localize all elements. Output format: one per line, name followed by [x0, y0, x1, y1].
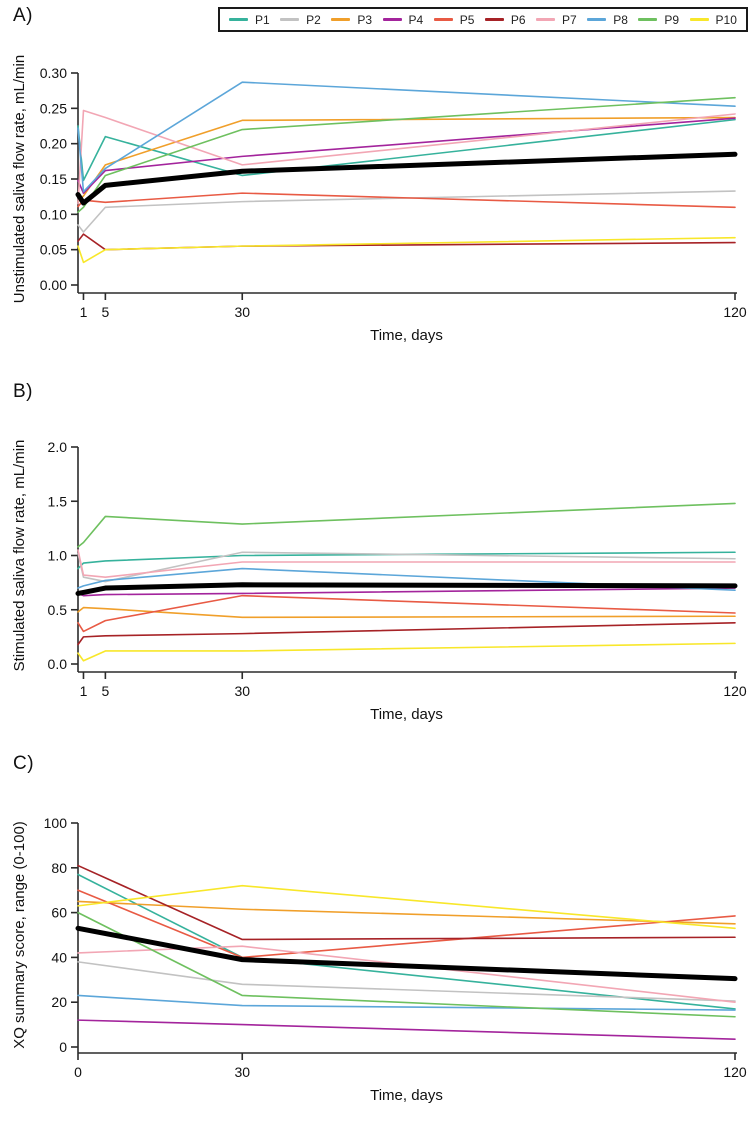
- legend-label-P1: P1: [255, 12, 270, 27]
- legend-label-P4: P4: [408, 12, 424, 27]
- series-line-P4-panel-C: [77, 1019, 736, 1040]
- series-line-P5-panel-A: [77, 192, 736, 209]
- y-tick-label-panel-B: 2.0: [48, 439, 68, 455]
- x-tick-label-panel-A: 1: [80, 304, 88, 320]
- x-tick-label-panel-A: 120: [723, 304, 747, 320]
- x-tick-label-panel-C: 30: [234, 1064, 250, 1080]
- legend-swatch-P10: [689, 18, 709, 21]
- series-line-P4-panel-A: [77, 117, 736, 194]
- legend-label-P7: P7: [562, 12, 577, 27]
- series-line-P6-panel-B: [77, 621, 736, 646]
- legend-swatch-P2: [280, 18, 300, 21]
- x-tick-label-panel-B: 120: [723, 683, 747, 699]
- y-tick-label-panel-C: 80: [51, 860, 67, 876]
- legend-swatch-P3: [331, 18, 351, 21]
- series-line-P2-panel-B: [77, 551, 736, 583]
- y-tick-label-panel-A: 0.00: [40, 277, 67, 293]
- legend-label-P6: P6: [510, 12, 526, 27]
- legend-label-P5: P5: [459, 12, 475, 27]
- legend-item-P2: P2: [280, 13, 321, 27]
- series-line-Mean-panel-B: [75, 582, 738, 596]
- series-line-P7-panel-A: [77, 109, 736, 205]
- y-tick-label-panel-A: 0.30: [40, 65, 67, 81]
- y-tick-label-panel-B: 0.0: [48, 656, 68, 672]
- legend-item-P10: P10: [689, 12, 737, 27]
- x-axis-title-panel-C: Time, days: [370, 1087, 443, 1104]
- series-line-P7-panel-B: [77, 549, 736, 579]
- series-line-Mean-panel-C: [75, 925, 738, 982]
- series-line-P9-panel-B: [77, 502, 736, 548]
- legend-swatch-P1: [229, 18, 248, 21]
- series-line-P7-panel-C: [77, 945, 736, 1004]
- legend-swatch-P6: [484, 18, 504, 21]
- x-axis-title-panel-A: Time, days: [370, 327, 443, 344]
- y-tick-label-panel-C: 0: [59, 1039, 67, 1055]
- x-tick-label-panel-C: 120: [723, 1064, 747, 1080]
- series-line-P6-panel-C: [77, 864, 736, 941]
- legend-item-P1: P1: [229, 13, 270, 27]
- series-line-P10-panel-A: [77, 236, 736, 264]
- x-tick-label-panel-A: 5: [101, 304, 109, 320]
- legend: P1 P2 P3 P4 P5 P6 P7 P8 P9 P10: [218, 7, 748, 32]
- series-line-P1-panel-C: [77, 873, 736, 1010]
- y-tick-label-panel-C: 100: [44, 815, 68, 831]
- x-tick-label-panel-A: 30: [234, 304, 250, 320]
- y-tick-label-panel-A: 0.05: [40, 242, 67, 258]
- series-line-P3-panel-B: [77, 606, 736, 619]
- y-axis-title-panel-C: XQ summary score, range (0-100): [11, 821, 28, 1049]
- y-tick-label-panel-C: 20: [51, 994, 67, 1010]
- x-tick-label-panel-C: 0: [74, 1064, 82, 1080]
- series-line-P5-panel-B: [77, 594, 736, 633]
- x-tick-label-panel-B: 1: [80, 683, 88, 699]
- y-axis-title-panel-A: Unstimulated saliva flow rate, mL/min: [11, 55, 28, 303]
- legend-label-P2: P2: [306, 12, 321, 27]
- series-line-P8-panel-A: [77, 81, 736, 193]
- y-tick-label-panel-B: 1.0: [48, 548, 68, 564]
- series-line-P8-panel-C: [77, 994, 736, 1011]
- legend-swatch-P5: [433, 18, 453, 21]
- y-tick-label-panel-A: 0.25: [40, 100, 67, 116]
- legend-item-P9: P9: [638, 13, 679, 27]
- legend-swatch-P8: [587, 18, 607, 21]
- legend-item-P3: P3: [331, 13, 372, 27]
- y-tick-label-panel-B: 0.5: [48, 602, 68, 618]
- y-tick-label-panel-A: 0.10: [40, 206, 67, 222]
- series-line-P2-panel-C: [77, 961, 736, 1002]
- panel-b-label: B): [13, 381, 33, 402]
- legend-swatch-P9: [638, 18, 658, 21]
- series-line-P9-panel-A: [77, 96, 736, 214]
- legend-item-P8: P8: [587, 13, 628, 27]
- legend-item-P4: P4: [382, 12, 424, 27]
- legend-swatch-P7: [536, 18, 556, 21]
- legend-label-P10: P10: [715, 12, 737, 27]
- legend-item-P5: P5: [433, 12, 475, 27]
- legend-label-P3: P3: [357, 12, 373, 27]
- legend-item-P7: P7: [536, 13, 577, 27]
- x-axis-title-panel-B: Time, days: [370, 706, 443, 723]
- legend-swatch-P4: [382, 18, 402, 21]
- y-tick-label-panel-C: 60: [51, 905, 67, 921]
- y-tick-label-panel-B: 1.5: [48, 493, 68, 509]
- series-line-P1-panel-A: [77, 118, 736, 182]
- series-line-P3-panel-C: [77, 900, 736, 925]
- series-line-P10-panel-B: [77, 642, 736, 662]
- y-tick-label-panel-A: 0.15: [40, 171, 67, 187]
- y-axis-title-panel-B: Stimulated saliva flow rate, mL/min: [11, 440, 28, 672]
- panel-a-label: A): [13, 5, 33, 26]
- series-line-Mean-panel-A: [75, 151, 738, 206]
- legend-item-P6: P6: [484, 12, 526, 27]
- y-tick-label-panel-C: 40: [51, 949, 67, 965]
- series-line-P4-panel-B: [77, 587, 736, 597]
- legend-label-P9: P9: [664, 12, 680, 27]
- x-tick-label-panel-B: 30: [234, 683, 250, 699]
- panel-c-label: C): [13, 753, 35, 774]
- series-line-P10-panel-C: [77, 884, 736, 930]
- legend-label-P8: P8: [613, 12, 628, 27]
- y-tick-label-panel-A: 0.20: [40, 136, 67, 152]
- series-line-P8-panel-B: [77, 567, 736, 592]
- x-tick-label-panel-B: 5: [101, 683, 109, 699]
